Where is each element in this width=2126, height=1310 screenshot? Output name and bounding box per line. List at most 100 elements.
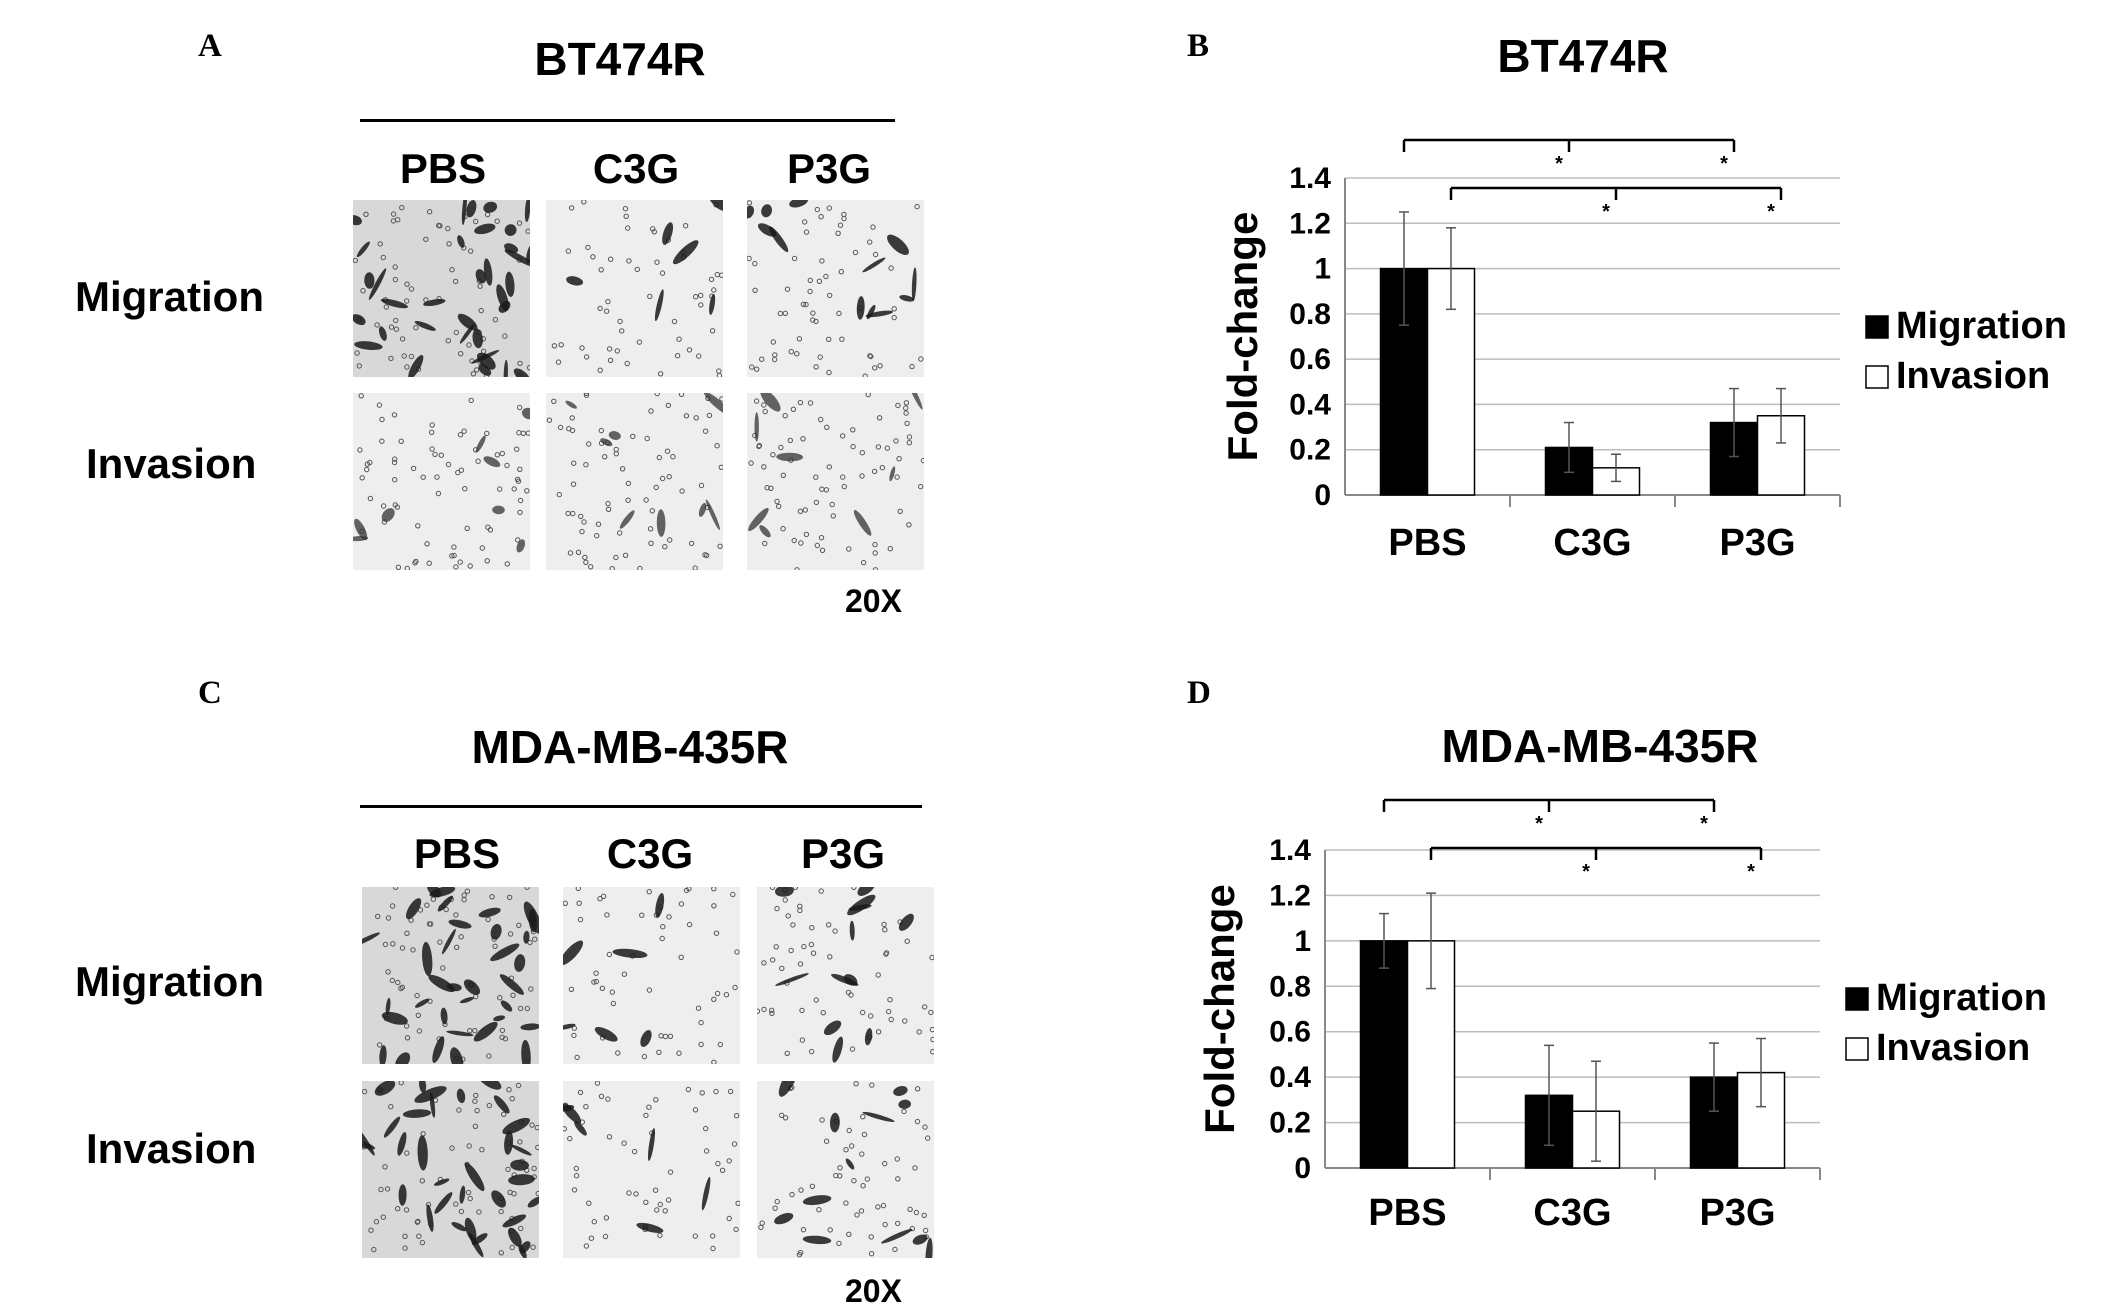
membrane-pore [654,393,660,397]
membrane-pore [903,410,909,416]
membrane-pore [914,1086,921,1092]
membrane-pore [816,278,823,285]
membrane-pore [435,490,442,497]
membrane-pore [928,1009,934,1016]
membrane-pore [719,272,723,278]
stained-cell [757,223,777,237]
membrane-pore [664,448,671,454]
membrane-pore [414,1219,421,1225]
membrane-pore [826,336,832,343]
membrane-pore [666,914,672,920]
membrane-pore [868,1251,875,1257]
membrane-pore [894,474,900,480]
stained-cell [608,431,621,440]
y-tick-label: 1.4 [1269,834,1311,867]
membrane-pore [395,217,401,223]
membrane-pore [695,1005,702,1011]
membrane-pore [479,1147,485,1153]
membrane-pore [420,474,426,480]
membrane-pore [646,1104,652,1110]
membrane-pore [604,912,610,918]
membrane-pore [867,239,873,245]
membrane-pore [472,1098,478,1104]
stained-cell [408,354,424,377]
membrane-pore [922,1004,928,1010]
membrane-pore [429,422,435,428]
stained-cell [707,200,723,211]
panel-c-letter: C [198,675,222,711]
membrane-pore [501,1111,507,1117]
legend-swatch [1865,365,1889,389]
membrane-pore [865,393,871,398]
y-tick-label: 1 [1314,253,1331,286]
membrane-pore [594,533,600,539]
membrane-pore [458,1208,465,1215]
membrane-pore [631,1148,638,1155]
membrane-pore [600,893,607,900]
x-tick-label: P3G [1699,1192,1775,1234]
significance-star: * [1555,153,1563,175]
stained-cell [434,1178,450,1186]
membrane-pore [656,1049,662,1056]
membrane-pore [399,205,405,211]
membrane-pore [574,1054,580,1061]
membrane-pore [624,360,630,367]
membrane-pore [630,433,636,440]
stained-cell [521,1039,531,1064]
membrane-pore [756,443,762,450]
stained-cell [504,224,517,236]
membrane-pore [654,1207,660,1213]
y-tick-label: 0 [1294,1152,1311,1185]
membrane-pore [455,469,461,476]
membrane-pore [692,1233,699,1239]
membrane-pore [392,456,398,462]
membrane-pore [849,1143,855,1149]
membrane-pore [505,1166,511,1173]
membrane-pore [597,305,603,312]
membrane-pore [515,537,521,543]
membrane-pore [530,1244,536,1250]
membrane-pore [801,943,807,950]
membrane-pore [897,508,903,515]
membrane-pore [678,954,684,961]
legend-label: Migration [1896,305,2067,347]
membrane-pore [774,905,780,912]
membrane-pore [426,209,433,215]
membrane-pore [791,537,797,544]
membrane-pore [808,1048,815,1055]
membrane-pore [613,451,620,457]
y-tick-label: 1.2 [1289,207,1331,240]
membrane-pore [803,229,810,235]
membrane-pore [792,887,798,891]
stained-cell [356,241,370,258]
membrane-pore [524,488,530,494]
membrane-pore [398,1081,404,1086]
membrane-pore [358,393,364,399]
stained-cell [912,1234,928,1245]
membrane-pore [392,502,398,508]
membrane-pore [484,430,490,437]
membrane-pore [835,230,841,236]
legend-swatch [1865,315,1889,339]
membrane-pore [918,483,924,490]
membrane-pore [603,1215,610,1221]
y-tick-label: 0.8 [1289,298,1331,331]
stained-cell [472,328,483,349]
stained-cell [397,1132,407,1156]
membrane-pore [581,200,587,205]
membrane-pore [609,989,615,995]
membrane-pore [445,461,452,468]
legend-label: Invasion [1876,1027,2030,1069]
membrane-pore [772,1205,778,1211]
membrane-pore [852,249,859,256]
membrane-pore [470,371,477,377]
micrograph [563,887,740,1064]
membrane-pore [769,1007,775,1014]
membrane-pore [529,1122,535,1128]
stained-cell [505,271,515,297]
stained-cell [887,234,909,255]
panel-c-rule [360,805,922,808]
membrane-pore [732,984,738,991]
membrane-pore [507,931,514,937]
membrane-pore [517,404,523,411]
